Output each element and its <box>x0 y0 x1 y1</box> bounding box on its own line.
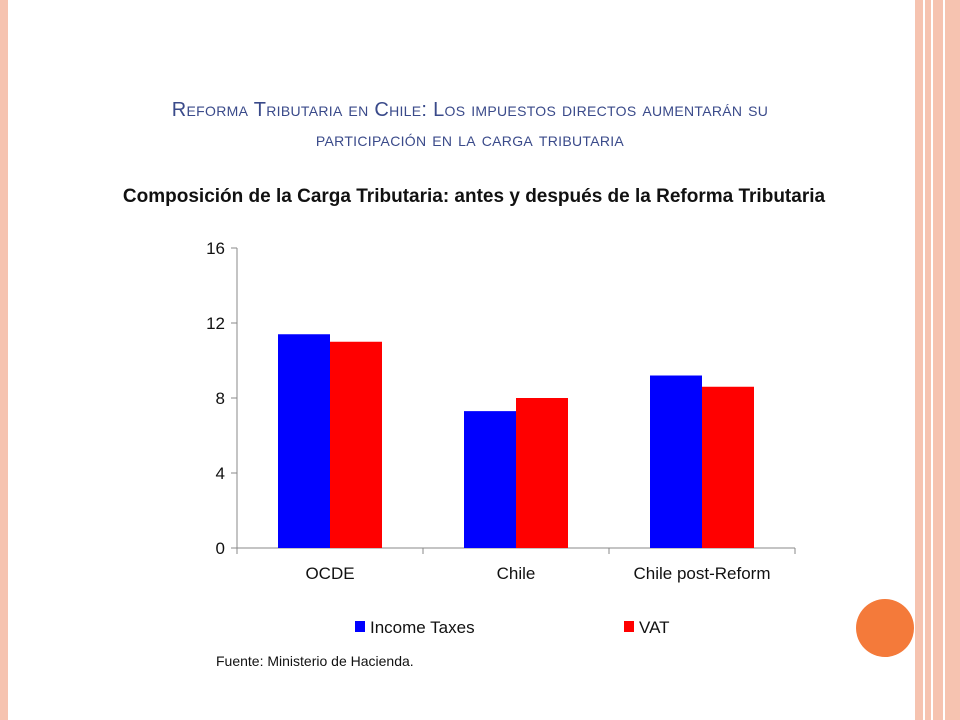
y-tick-label: 16 <box>206 239 225 258</box>
bar-vat <box>516 398 568 548</box>
border-stripe <box>923 0 925 720</box>
bar-vat <box>702 386 754 548</box>
bar-income-taxes <box>650 375 702 548</box>
title-line-1: Reforma Tributaria en Chile: Los impuest… <box>171 99 769 121</box>
y-tick-label: 4 <box>216 464 225 483</box>
legend-swatch <box>355 621 365 632</box>
right-border <box>915 0 960 720</box>
y-tick-label: 0 <box>216 539 225 558</box>
legend-label: VAT <box>639 618 670 637</box>
legend-swatch <box>624 621 634 632</box>
source-note: Fuente: Ministerio de Hacienda. <box>216 653 414 669</box>
category-label: OCDE <box>305 564 354 583</box>
y-tick-label: 8 <box>216 389 225 408</box>
left-border <box>0 0 8 720</box>
y-tick-label: 12 <box>206 314 225 333</box>
slide-title: Reforma Tributaria en Chile: Los impuest… <box>30 95 910 155</box>
decorative-circle <box>856 599 914 657</box>
category-label: Chile post-Reform <box>634 564 771 583</box>
border-stripe <box>931 0 933 720</box>
bar-income-taxes <box>464 411 516 548</box>
bar-income-taxes <box>278 334 330 548</box>
category-label: Chile <box>497 564 536 583</box>
chart-subtitle: Composición de la Carga Tributaria: ante… <box>122 186 826 207</box>
border-stripe <box>943 0 945 720</box>
bar-vat <box>330 341 382 548</box>
title-line-2: participación en la carga tributaria <box>315 129 625 151</box>
legend-label: Income Taxes <box>370 618 475 637</box>
